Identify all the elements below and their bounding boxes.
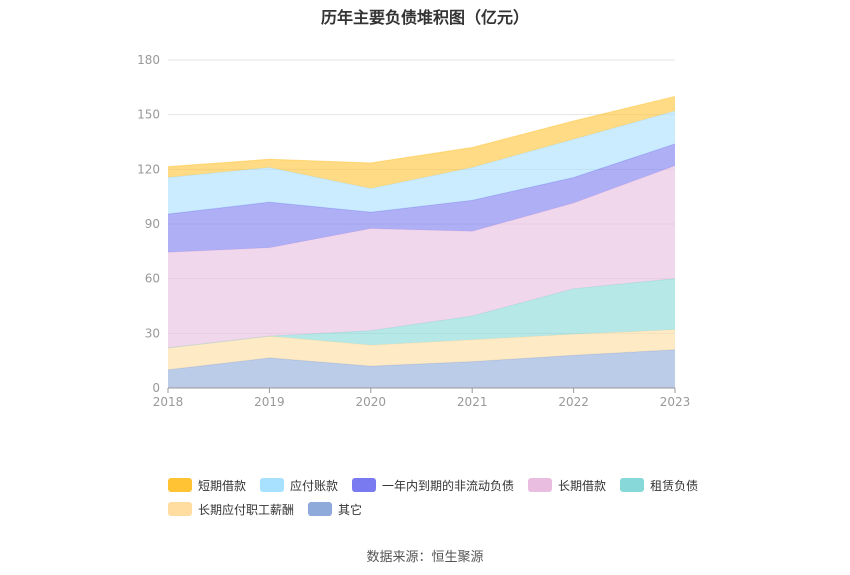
area-series-4 (168, 143, 675, 253)
y-tick-label: 30 (145, 326, 160, 340)
legend-swatch (260, 478, 285, 492)
legend-item[interactable]: 其它 (308, 501, 362, 518)
area-series-3 (168, 165, 675, 348)
x-tick-label: 2021 (457, 395, 488, 409)
legend-item[interactable]: 租赁负债 (620, 477, 698, 494)
y-tick-label: 180 (137, 53, 160, 67)
y-tick-label: 120 (137, 162, 160, 176)
legend-swatch (352, 478, 377, 492)
y-tick-label: 60 (145, 272, 160, 286)
area-series-0 (168, 349, 675, 388)
source-note: 数据来源：恒生聚源 (366, 550, 484, 565)
area-series-1 (168, 329, 675, 370)
legend-label: 应付账款 (290, 478, 339, 493)
y-tick-label: 0 (152, 381, 160, 395)
y-tick-label: 150 (137, 108, 160, 122)
x-tick-label: 2019 (254, 395, 285, 409)
legend-swatch (528, 478, 553, 492)
x-tick-label: 2023 (660, 395, 691, 409)
legend-label: 租赁负债 (650, 478, 699, 493)
legend: 短期借款 应付账款 一年内到期的非流动负债 长期借款 租赁负债长期应付职工薪酬 其它 (168, 473, 728, 521)
x-tick-label: 2020 (356, 395, 387, 409)
legend-item[interactable]: 长期借款 (528, 477, 606, 494)
legend-label: 短期借款 (198, 478, 247, 493)
legend-label: 长期应付职工薪酬 (198, 502, 295, 517)
legend-item[interactable]: 长期应付职工薪酬 (168, 501, 294, 518)
legend-label: 其它 (338, 502, 363, 517)
area-series-6 (168, 96, 675, 189)
chart-title: 历年主要负债堆积图（亿元） (320, 8, 529, 27)
legend-swatch (168, 502, 192, 516)
y-tick-label: 90 (145, 217, 160, 231)
x-tick-label: 2022 (558, 395, 589, 409)
legend-item[interactable]: 应付账款 (260, 477, 338, 494)
legend-swatch (308, 502, 333, 516)
legend-item[interactable]: 一年内到期的非流动负债 (352, 477, 514, 494)
legend-row: 短期借款 应付账款 一年内到期的非流动负债 长期借款 租赁负债 (168, 473, 728, 497)
legend-swatch (620, 478, 645, 492)
legend-item[interactable]: 短期借款 (168, 477, 246, 494)
legend-row: 长期应付职工薪酬 其它 (168, 497, 728, 521)
x-tick-label: 2018 (153, 395, 184, 409)
legend-label: 一年内到期的非流动负债 (382, 478, 515, 493)
area-series-5 (168, 111, 675, 214)
series-line-6 (167, 95, 676, 168)
legend-swatch (168, 478, 192, 492)
legend-label: 长期借款 (558, 478, 607, 493)
